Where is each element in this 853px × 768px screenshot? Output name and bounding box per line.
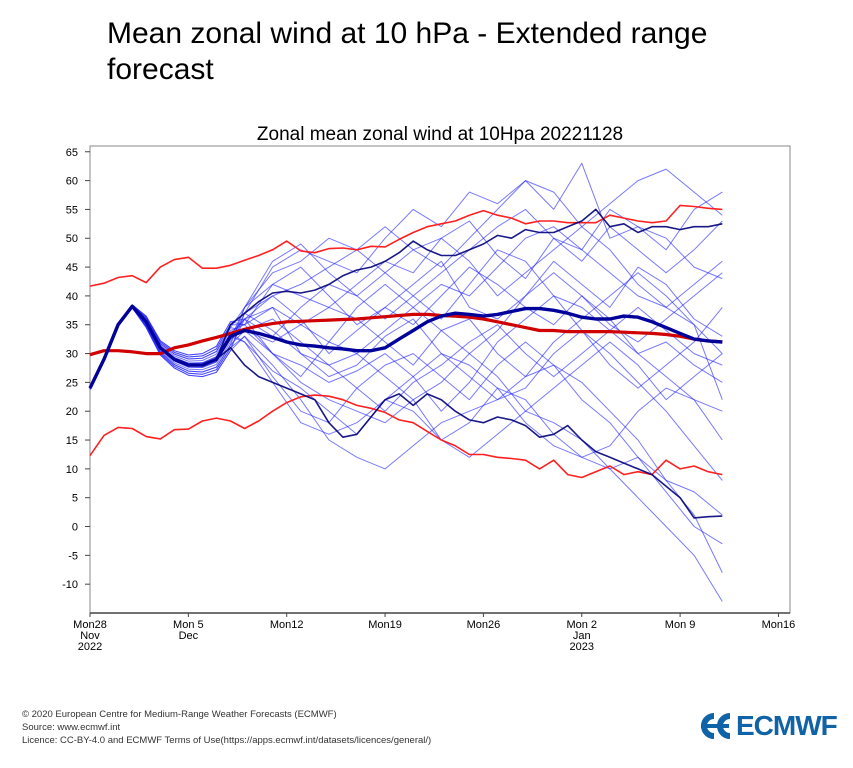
ecmwf-logo-icon xyxy=(701,713,731,739)
chart-title: Zonal mean zonal wind at 10Hpa 20221128 xyxy=(257,124,623,145)
y-tick-label: 60 xyxy=(66,176,78,188)
logo-text: ECMWF xyxy=(736,710,838,741)
x-tick-label: 2023 xyxy=(570,641,594,653)
ensemble-member-line xyxy=(89,249,723,389)
ensemble-member-line xyxy=(89,307,723,545)
copyright-text: © 2020 European Centre for Medium-Range … xyxy=(22,709,337,720)
ensemble-member-line xyxy=(89,272,723,390)
y-tick-label: 65 xyxy=(66,147,78,159)
ensemble-member-line xyxy=(89,272,723,388)
x-tick-label: Jan xyxy=(573,630,591,642)
y-tick-label: 50 xyxy=(66,233,78,245)
page-title: Mean zonal wind at 10 hPa - Extended ran… xyxy=(107,17,708,86)
footer: © 2020 European Centre for Medium-Range … xyxy=(22,708,431,747)
y-tick-label: 45 xyxy=(66,262,78,274)
y-tick-label: 0 xyxy=(72,522,78,534)
y-tick-label: 10 xyxy=(66,464,78,476)
ensemble-member-line xyxy=(89,305,723,516)
x-tick-label: 2022 xyxy=(78,641,102,653)
ensemble-member-line xyxy=(89,266,723,387)
series-layer xyxy=(88,162,723,602)
x-tick-label: Nov xyxy=(80,630,100,642)
y-tick-label: 35 xyxy=(66,320,78,332)
source-text: Source: www.ecmwf.int xyxy=(22,722,121,733)
x-tick-label: Mon12 xyxy=(270,619,304,631)
y-tick-label: 25 xyxy=(66,377,78,389)
x-tick-label: Mon28 xyxy=(73,619,107,631)
plot-frame xyxy=(89,145,791,614)
ensemble-member-line xyxy=(89,306,723,412)
ensemble-member-line xyxy=(89,304,723,481)
x-tick-label: Dec xyxy=(179,630,199,642)
highlight-member-line xyxy=(89,305,723,519)
x-tick-label: Mon16 xyxy=(762,619,796,631)
y-tick-label: -10 xyxy=(62,579,78,591)
x-tick-label: Mon 2 xyxy=(566,619,597,631)
ecmwf-logo: ECMWF xyxy=(697,710,838,742)
x-tick-label: Mon 9 xyxy=(665,619,696,631)
x-tick-label: Mon26 xyxy=(467,619,501,631)
zonal-wind-chart: Zonal mean zonal wind at 10Hpa 20221128 … xyxy=(62,124,795,653)
climate-max-line xyxy=(89,204,723,287)
y-tick-label: 20 xyxy=(66,406,78,418)
x-tick-label: Mon19 xyxy=(368,619,402,631)
ensemble-member-line xyxy=(89,306,723,602)
axis-layer: 65605550454035302520151050-5-10Mon28Nov2… xyxy=(62,147,795,653)
y-tick-label: 5 xyxy=(72,493,78,505)
y-tick-label: 30 xyxy=(66,349,78,361)
ensemble-member-line xyxy=(89,260,723,388)
y-tick-label: 15 xyxy=(66,435,78,447)
climate-mean-line xyxy=(89,312,723,357)
y-tick-label: -5 xyxy=(68,550,78,562)
y-tick-label: 55 xyxy=(66,204,78,216)
licence-text: Licence: CC-BY-4.0 and ECMWF Terms of Us… xyxy=(22,735,432,746)
ensemble-mean-line xyxy=(88,304,723,389)
climate-min-line xyxy=(89,394,723,479)
y-tick-label: 40 xyxy=(66,291,78,303)
x-tick-label: Mon 5 xyxy=(173,619,204,631)
